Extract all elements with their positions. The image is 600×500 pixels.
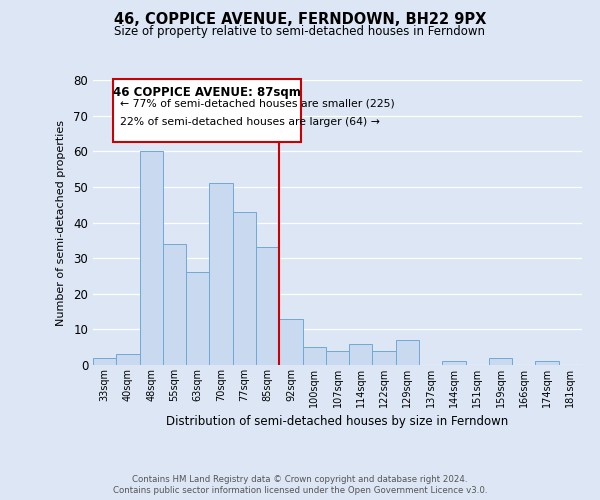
Bar bbox=[140, 151, 163, 365]
Bar bbox=[535, 362, 559, 365]
Bar bbox=[326, 351, 349, 365]
Bar bbox=[279, 318, 302, 365]
Bar bbox=[163, 244, 186, 365]
Bar bbox=[256, 248, 279, 365]
Bar bbox=[233, 212, 256, 365]
Text: Contains HM Land Registry data © Crown copyright and database right 2024.: Contains HM Land Registry data © Crown c… bbox=[132, 474, 468, 484]
Text: Size of property relative to semi-detached houses in Ferndown: Size of property relative to semi-detach… bbox=[115, 25, 485, 38]
Bar bbox=[396, 340, 419, 365]
Bar bbox=[302, 347, 326, 365]
Text: 22% of semi-detached houses are larger (64) →: 22% of semi-detached houses are larger (… bbox=[120, 118, 380, 128]
Bar bbox=[489, 358, 512, 365]
Bar bbox=[93, 358, 116, 365]
Bar bbox=[186, 272, 209, 365]
Bar bbox=[349, 344, 373, 365]
Text: Contains public sector information licensed under the Open Government Licence v3: Contains public sector information licen… bbox=[113, 486, 487, 495]
Text: ← 77% of semi-detached houses are smaller (225): ← 77% of semi-detached houses are smalle… bbox=[120, 98, 395, 108]
Text: 46, COPPICE AVENUE, FERNDOWN, BH22 9PX: 46, COPPICE AVENUE, FERNDOWN, BH22 9PX bbox=[114, 12, 486, 28]
Text: 46 COPPICE AVENUE: 87sqm: 46 COPPICE AVENUE: 87sqm bbox=[113, 86, 301, 99]
Bar bbox=[209, 184, 233, 365]
Bar bbox=[442, 362, 466, 365]
X-axis label: Distribution of semi-detached houses by size in Ferndown: Distribution of semi-detached houses by … bbox=[166, 416, 509, 428]
Bar bbox=[116, 354, 140, 365]
Bar bbox=[373, 351, 396, 365]
Y-axis label: Number of semi-detached properties: Number of semi-detached properties bbox=[56, 120, 67, 326]
